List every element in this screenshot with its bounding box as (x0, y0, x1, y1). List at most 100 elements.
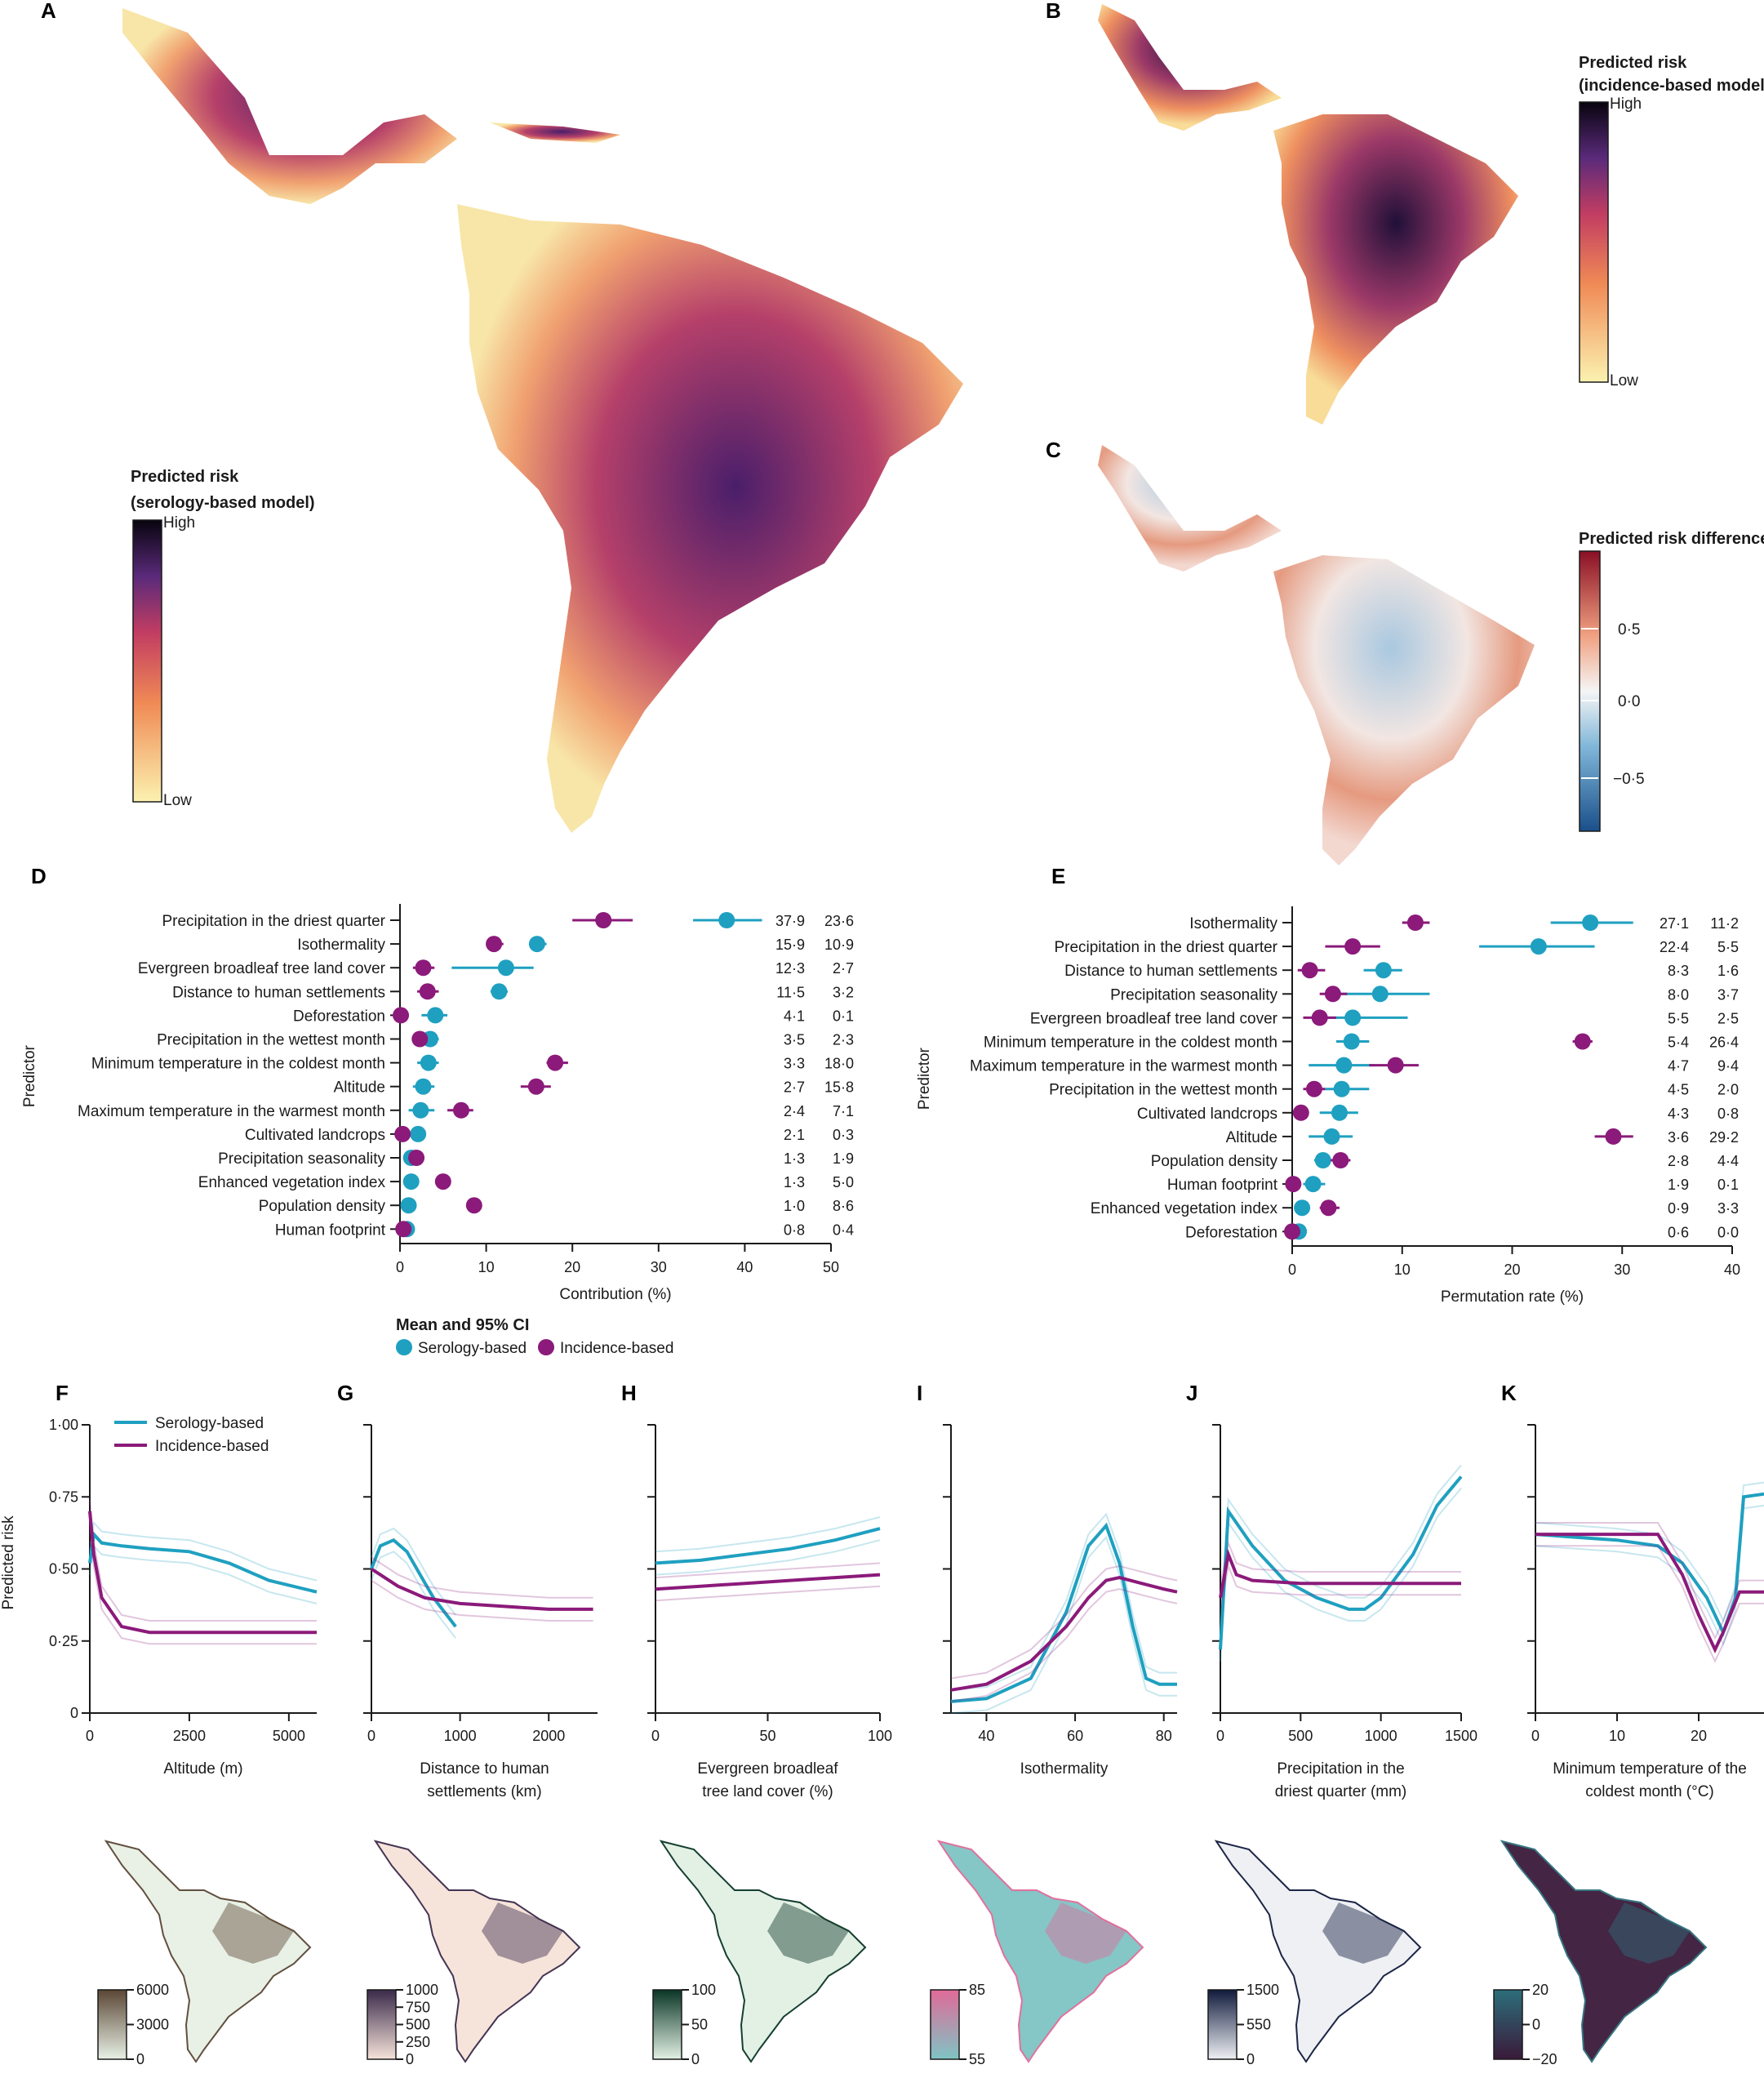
panel-e-predictor-label: Precipitation seasonality (1110, 986, 1277, 1003)
panel-j-x-tick-label: 500 (1288, 1728, 1313, 1744)
panel-e-x-tick-label: 30 (1614, 1262, 1630, 1278)
panel-e-incidence-point (1605, 1128, 1622, 1145)
bottom-map-distance-tick-label: 500 (406, 2017, 430, 2033)
bottom-map-altitude-tick-label: 0 (136, 2051, 144, 2067)
bottom-map-isothermality-highlight (1045, 1902, 1126, 1964)
panel-e-serology-value: 5·5 (1668, 1010, 1689, 1026)
panel-b: B Predicted risk (incidence-based model)… (1046, 0, 1764, 425)
panel-e-serology-point (1294, 1199, 1311, 1217)
panel-h-x-label: tree land cover (%) (702, 1783, 833, 1800)
dot-legend-incidence-label: Incidence-based (560, 1340, 673, 1357)
panel-d-serology-value: 15·9 (775, 937, 805, 953)
panel-e-serology-point (1323, 1128, 1340, 1145)
panel-d-incidence-point (465, 1197, 482, 1214)
bottom-map-altitude-tick-label: 6000 (136, 1982, 169, 1998)
panel-d-predictor-label: Evergreen broadleaf tree land cover (138, 960, 386, 977)
panel-i-bootstrap-line (950, 1535, 1177, 1714)
panel-k-bootstrap-line (1535, 1522, 1764, 1640)
panel-d-serology-point (718, 912, 735, 928)
panel-h-bootstrap-line (655, 1562, 881, 1579)
panel-e-predictor-label: Deforestation (1185, 1224, 1277, 1241)
panel-k-x-label: coldest month (°C) (1585, 1783, 1714, 1800)
panel-d-incidence-value: 18·0 (824, 1056, 854, 1072)
panel-f-bootstrap-line (89, 1544, 318, 1604)
panel-d-serology-point (420, 1054, 437, 1071)
legend-c-tick-pos: 0·5 (1618, 621, 1640, 639)
panel-d-predictor-label: Deforestation (293, 1008, 385, 1025)
panel-e-incidence-value: 3·7 (1717, 986, 1739, 1003)
panel-f-y-tick-label: 0·75 (49, 1488, 78, 1505)
map-a (122, 8, 963, 833)
panel-e-predictor-label: Isothermality (1189, 915, 1277, 932)
panel-i-x-tick-label: 60 (1067, 1728, 1083, 1744)
bottom-map-altitude-colorbar (97, 1989, 127, 2060)
panel-e-serology-value: 0·9 (1668, 1200, 1689, 1217)
panel-d-serology-point (528, 936, 545, 953)
panel-e-incidence-value: 9·4 (1717, 1058, 1739, 1075)
panel-f-serology-line (88, 1530, 318, 1594)
panel-d-serology-point (412, 1101, 429, 1119)
panel-d-incidence-point (434, 1173, 451, 1190)
legend-a-colorbar (132, 519, 162, 803)
panel-g-x-tick-label: 1000 (444, 1728, 477, 1744)
panel-e-x-tick-label: 10 (1394, 1262, 1411, 1278)
panel-d-incidence-value: 15·8 (824, 1079, 854, 1096)
panel-d-incidence-point (486, 936, 503, 953)
panel-f-bootstrap-line (89, 1520, 318, 1582)
panel-e-incidence-point (1320, 1199, 1337, 1217)
bottom-map-mintemp-tick-label: 20 (1532, 1982, 1548, 1998)
dot-legend-title: Mean and 95% CI (396, 1316, 529, 1334)
panel-k-x-tick-label: 0 (1531, 1728, 1540, 1744)
line-legend-incidence-label: Incidence-based (155, 1438, 269, 1455)
panel-g-x-tick-label: 2000 (532, 1728, 565, 1744)
panel-e-serology-value: 4·7 (1668, 1058, 1689, 1075)
panel-d-incidence-point (394, 1125, 411, 1142)
panel-f-y-tick-label: 1·00 (49, 1417, 78, 1433)
panel-e-predictor-label: Cultivated landcrops (1137, 1106, 1277, 1123)
panel-g-x-label: Distance to human (420, 1760, 549, 1778)
panel-j-x-tick-label: 1000 (1365, 1728, 1397, 1744)
map-b (1098, 4, 1518, 425)
panel-d-predictor-label: Population density (259, 1198, 386, 1215)
panel-d-x-tick-label: 30 (651, 1259, 667, 1275)
legend-c-title: Predicted risk difference (1579, 530, 1764, 548)
panel-d-serology-point (410, 1125, 427, 1142)
bottom-map-isothermality-tick-label: 85 (969, 1982, 985, 1998)
panel-e-incidence-value: 0·1 (1717, 1177, 1739, 1193)
panel-e-incidence-point (1574, 1033, 1591, 1050)
bottom-map-mintemp-tick-label: 0 (1532, 2017, 1540, 2033)
legend-a-high: High (163, 514, 195, 532)
panel-j-bootstrap-line (1220, 1488, 1462, 1662)
panel-e-incidence-value: 4·4 (1717, 1153, 1739, 1169)
panel-e-incidence-value: 0·0 (1717, 1224, 1739, 1240)
panel-h: H 0 50 100 Evergreen broadleaf tree land cove… (621, 1381, 892, 1800)
map-b-south-america (1273, 114, 1518, 425)
panel-g-letter: G (337, 1381, 353, 1405)
map-a-south-america (457, 204, 963, 833)
panel-d-predictor-label: Distance to human settlements (172, 984, 385, 1001)
panel-d-serology-value: 2·1 (784, 1127, 805, 1143)
panel-d-serology-point (491, 983, 508, 1000)
panel-j-letter: J (1186, 1381, 1197, 1405)
panel-a-letter: A (41, 0, 56, 23)
panel-e-serology-point (1343, 1033, 1360, 1050)
panel-k-bootstrap-line (1535, 1504, 1764, 1646)
bottom-map-driest-tick-label: 0 (1246, 2051, 1255, 2067)
panel-e-incidence-point (1301, 962, 1318, 979)
panel-d-incidence-value: 0·3 (833, 1127, 854, 1143)
panel-j-x-tick-label: 1500 (1445, 1728, 1477, 1744)
panel-d-serology-value: 3·3 (784, 1056, 805, 1072)
map-c-south-america (1273, 555, 1535, 866)
bottom-map-distance-tick-label: 0 (406, 2051, 414, 2067)
panel-d-predictor-label: Precipitation in the driest quarter (162, 913, 385, 930)
panel-d-incidence-value: 0·1 (833, 1008, 854, 1024)
panel-h-serology-line (655, 1527, 881, 1565)
panel-e-incidence-point (1285, 1176, 1302, 1193)
panel-e-incidence-value: 11·2 (1710, 915, 1739, 932)
panel-i-bootstrap-line (950, 1512, 1177, 1691)
bottom-map-isothermality: 85 55 (930, 1840, 1144, 2067)
panel-d-incidence-value: 2·3 (833, 1032, 854, 1048)
panel-i-bootstrap-line (950, 1588, 1178, 1702)
panel-d-incidence-point (393, 1007, 410, 1024)
